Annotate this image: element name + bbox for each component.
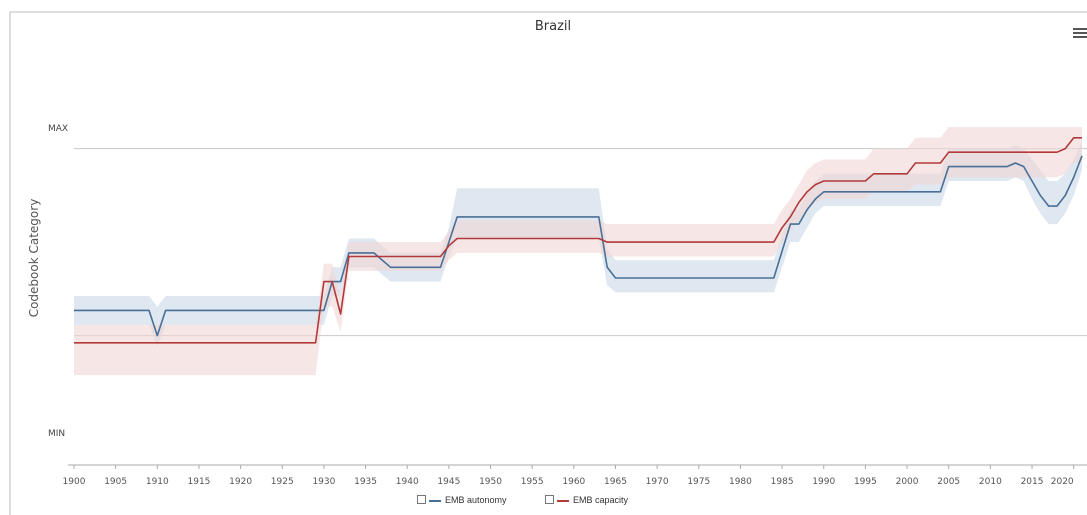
y-tick-min: MIN <box>48 429 65 439</box>
x-tick-label: 1910 <box>146 477 169 487</box>
x-tick-label: 1965 <box>604 477 627 487</box>
legend-label-capacity[interactable]: EMB capacity <box>573 495 629 505</box>
series-line-0 <box>74 155 1083 337</box>
legend-line-autonomy <box>429 500 441 502</box>
x-tick-label: 1930 <box>312 477 335 487</box>
x-tick-label: 2000 <box>896 477 919 487</box>
legend-line-capacity <box>557 500 569 502</box>
legend-label-autonomy[interactable]: EMB autonomy <box>445 495 507 505</box>
legend-checkbox-autonomy[interactable] <box>417 495 426 504</box>
x-tick-label: 1925 <box>271 477 294 487</box>
hamburger-menu-icon[interactable] <box>1073 28 1087 30</box>
x-tick-label: 1915 <box>188 477 211 487</box>
hamburger-menu-line[interactable] <box>1073 32 1087 34</box>
x-tick-label: 1920 <box>229 477 252 487</box>
x-tick-label: 2010 <box>979 477 1002 487</box>
x-tick-label: 1970 <box>646 477 669 487</box>
hamburger-menu-line[interactable] <box>1073 36 1087 38</box>
x-tick-label: 1950 <box>479 477 502 487</box>
legend-checkbox-capacity[interactable] <box>545 495 554 504</box>
confidence-band-1 <box>74 127 1082 376</box>
x-tick-label: 1935 <box>354 477 377 487</box>
x-tick-label: 1990 <box>812 477 835 487</box>
x-tick-label: 2020 <box>1051 477 1074 487</box>
y-axis-title: Codebook Category <box>27 199 41 318</box>
y-tick-max: MAX <box>48 124 68 134</box>
x-tick-label: 1955 <box>521 477 544 487</box>
series-line-1 <box>74 137 1082 344</box>
chart-title: Brazil <box>535 19 571 34</box>
x-tick-label: 2015 <box>1021 477 1044 487</box>
x-tick-label: 1985 <box>771 477 794 487</box>
x-tick-label: 1975 <box>687 477 710 487</box>
x-tick-label: 1945 <box>437 477 460 487</box>
x-tick-label: 1940 <box>396 477 419 487</box>
x-tick-label: 2005 <box>937 477 960 487</box>
x-tick-label: 1980 <box>729 477 752 487</box>
x-tick-label: 1900 <box>63 477 86 487</box>
x-tick-label: 1905 <box>104 477 127 487</box>
x-tick-label: 1960 <box>562 477 585 487</box>
x-tick-label: 1995 <box>854 477 877 487</box>
